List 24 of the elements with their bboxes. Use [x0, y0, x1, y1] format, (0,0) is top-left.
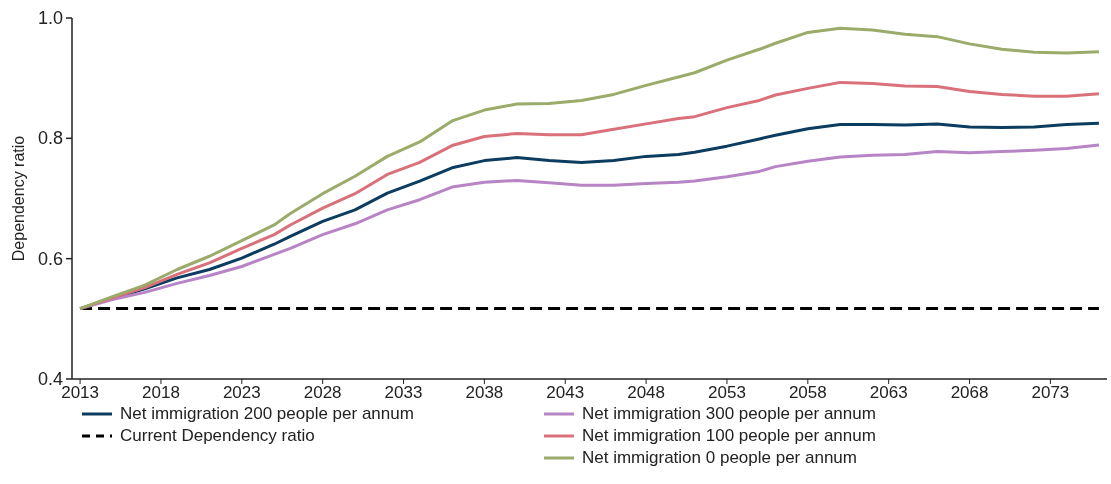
- legend-label: Current Dependency ratio: [120, 426, 315, 446]
- x-tick-label: 2018: [142, 383, 180, 403]
- y-axis-title: Dependency ratio: [9, 135, 27, 262]
- y-tick-label: 0.4: [37, 369, 63, 389]
- x-tick-label: 2073: [1031, 383, 1070, 403]
- x-tick-label: 2028: [303, 383, 342, 403]
- x-tick-label: 2033: [384, 383, 423, 403]
- x-tick-label: 2058: [788, 383, 827, 403]
- legend-label: Net immigration 100 people per annum: [582, 426, 876, 446]
- y-tick-label: 0.8: [37, 128, 63, 149]
- legend-label: Net immigration 0 people per annum: [582, 448, 857, 468]
- line-series: [78, 26, 1101, 311]
- x-tick-label: 2043: [546, 383, 585, 403]
- x-tick-label: 2068: [950, 383, 989, 403]
- y-tick-label: 1.0: [37, 8, 63, 28]
- x-tick-label: 2013: [61, 383, 99, 403]
- x-tick-label: 2023: [222, 383, 261, 403]
- x-tick-label: 2048: [627, 383, 666, 403]
- legend-label: Net immigration 300 people per annum: [582, 404, 876, 424]
- y-tick-label: 0.6: [37, 248, 63, 269]
- x-tick-label: 2063: [869, 383, 908, 403]
- legend-label: Net immigration 200 people per annum: [120, 404, 414, 424]
- x-tick-label: 2038: [465, 383, 504, 403]
- x-tick-label: 2053: [708, 383, 746, 403]
